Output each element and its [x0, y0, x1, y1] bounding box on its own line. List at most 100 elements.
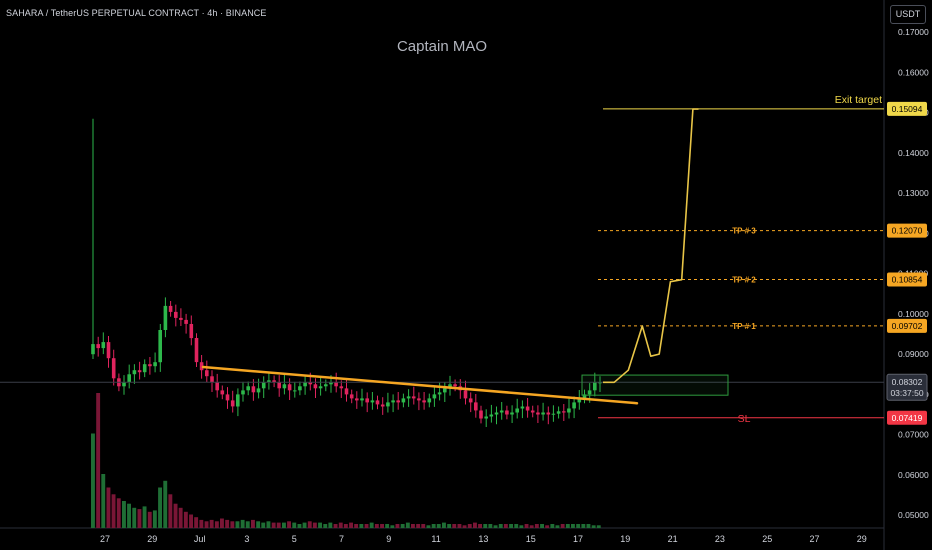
volume-bar: [183, 511, 188, 528]
candle-body: [380, 404, 385, 407]
candle-body: [137, 370, 142, 373]
candle-body: [355, 398, 359, 401]
volume-bar: [312, 522, 317, 528]
candle-body: [453, 384, 457, 387]
volume-bar: [173, 503, 178, 528]
volume-bar: [529, 525, 534, 528]
volume-bar: [220, 518, 224, 528]
candle-body: [210, 376, 214, 383]
volume-bar: [374, 524, 379, 528]
volume-bar: [354, 524, 359, 528]
candle-body: [489, 414, 494, 417]
price-tag-label: 0.07419: [892, 413, 923, 423]
candle-body: [391, 400, 395, 403]
candle-body: [562, 411, 566, 413]
volume-bar: [132, 507, 137, 529]
volume-bar: [596, 525, 601, 528]
candle-body: [365, 398, 369, 403]
candle-body: [339, 386, 344, 389]
price-tag-label: 0.15094: [892, 104, 923, 114]
volume-bar: [163, 480, 168, 529]
volume-bar: [230, 521, 235, 529]
trendline: [201, 365, 639, 405]
volume-bar: [359, 524, 364, 528]
candle-body: [194, 338, 199, 363]
x-tick-label: 27: [100, 534, 110, 544]
volume-bar: [524, 524, 529, 528]
volume-bar: [307, 521, 312, 529]
candle-body: [225, 394, 230, 401]
volume-bar: [137, 509, 142, 528]
candle-body: [572, 402, 576, 409]
price-tag: [887, 101, 927, 116]
x-tick-label: 21: [668, 534, 678, 544]
candle-body: [406, 396, 411, 399]
volume-bar: [189, 514, 193, 528]
candle-body: [241, 390, 245, 395]
volume-bar: [483, 524, 488, 528]
x-tick-label: 29: [147, 534, 157, 544]
volume-bar: [235, 521, 240, 529]
candle-body: [318, 386, 323, 389]
level-label: TP # 2: [732, 276, 756, 285]
candle-body: [349, 394, 354, 399]
volume-bar: [225, 519, 230, 528]
volume-bar: [503, 524, 508, 528]
y-tick-label: 0.17000: [898, 27, 929, 37]
candle-body: [287, 384, 292, 391]
volume-bar: [111, 494, 116, 529]
volume-bar: [168, 494, 173, 529]
candle-body: [220, 390, 225, 395]
price-tag: [887, 318, 927, 333]
volume-bar: [271, 522, 276, 528]
candle-body: [417, 398, 421, 401]
volume-bar: [534, 524, 539, 528]
volume-bar: [122, 501, 126, 528]
candle-body: [334, 382, 338, 387]
candle-body: [484, 416, 488, 419]
candle-body: [536, 412, 540, 415]
volume-bar: [147, 511, 152, 528]
volume-bar: [416, 524, 421, 528]
volume-bar: [292, 522, 297, 528]
candle-body: [386, 402, 390, 407]
volume-bar: [411, 524, 415, 528]
volume-bar: [178, 507, 183, 529]
candle-body: [308, 382, 313, 385]
current-price-label: 0.08302: [892, 377, 923, 387]
candle-body: [184, 319, 188, 324]
x-tick-label: Jul: [194, 534, 206, 544]
volume-bar: [204, 521, 209, 529]
candle-body: [127, 374, 131, 383]
candle-body: [230, 400, 235, 407]
candle-body: [510, 412, 514, 415]
candle-body: [443, 388, 447, 393]
candle-body: [593, 382, 597, 391]
candle-body: [122, 382, 126, 387]
level-label: TP # 1: [732, 322, 756, 331]
candle-body: [261, 382, 266, 389]
candle-body: [587, 390, 592, 395]
price-tag: [887, 410, 927, 425]
candle-body: [158, 330, 162, 363]
y-tick-label: 0.06000: [898, 470, 929, 480]
volume-bar: [297, 524, 302, 528]
candle-body: [298, 386, 302, 391]
candle-body: [463, 390, 468, 399]
volume-bar: [488, 524, 493, 528]
candle-body: [567, 408, 571, 413]
candle-body: [106, 342, 111, 359]
candle-body: [474, 402, 478, 411]
symbol-header[interactable]: SAHARA / TetherUS PERPETUAL CONTRACT · 4…: [6, 8, 267, 18]
volume-bar: [586, 524, 591, 528]
candle-body: [256, 388, 261, 393]
candle-body: [432, 394, 437, 399]
candle-body: [267, 380, 271, 383]
candle-body: [411, 396, 416, 399]
currency-button[interactable]: USDT: [890, 5, 926, 24]
volume-bar: [509, 524, 513, 528]
volume-bar: [101, 474, 106, 528]
projection-path: [603, 108, 699, 384]
volume-bar: [282, 522, 286, 528]
